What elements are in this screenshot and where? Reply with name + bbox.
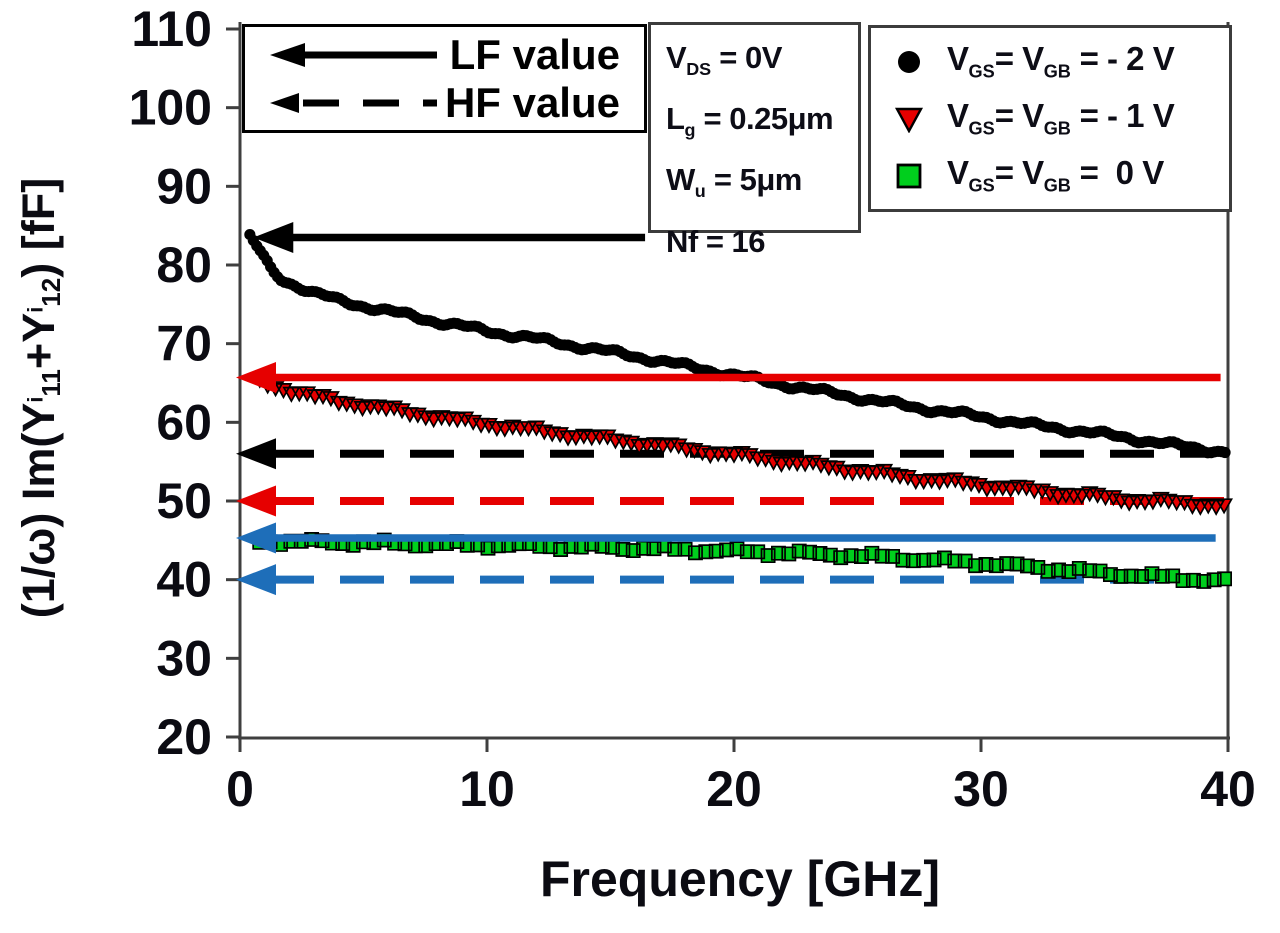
x-tick-label: 10: [459, 761, 515, 817]
x-tick-label: 0: [226, 761, 254, 817]
x-tick-label: 40: [1200, 761, 1256, 817]
device-info-box: VDS = 0V Lg = 0.25μm Wu = 5μm Nf = 16: [648, 22, 861, 259]
legend-label-minus1v: VGS= VGB = - 1 V: [947, 97, 1175, 139]
info-line-vds: VDS = 0V: [666, 40, 782, 80]
info-line-lg: Lg = 0.25μm: [666, 101, 834, 141]
hf-arrow-head: [236, 438, 276, 470]
series-1-markers: [250, 372, 1233, 516]
y-tick-label: 50: [156, 473, 212, 529]
hf-dashed-arrow-icon: [270, 93, 437, 113]
y-axis-title-text: (1/: [13, 565, 65, 619]
y-tick-label: 20: [156, 709, 212, 765]
omega-symbol: ω: [13, 527, 65, 566]
circle-marker-icon: [871, 49, 947, 75]
legend-label-0v: VGS= VGB = 0 V: [947, 154, 1164, 196]
x-tick-label: 30: [953, 761, 1009, 817]
y-tick-label: 30: [156, 630, 212, 686]
info-line-wu: Wu = 5μm: [666, 162, 802, 202]
x-tick-label: 20: [706, 761, 762, 817]
square-marker-icon: [871, 162, 947, 190]
x-axis-title: Frequency [GHz]: [540, 851, 940, 907]
series-0-markers: [244, 228, 1231, 459]
lf-arrow-head: [236, 361, 276, 393]
legend-row-minus1v: VGS= VGB = - 1 V: [871, 90, 1229, 147]
legend-row-0v: VGS= VGB = 0 V: [871, 147, 1229, 204]
y-tick-label: 90: [156, 158, 212, 214]
series-legend-box: VGS= VGB = - 2 V VGS= VGB = - 1 V VGS= V…: [868, 25, 1232, 212]
arrow-legend-box: LF value HF value: [242, 24, 647, 133]
info-line-nf: Nf = 16: [666, 223, 766, 259]
lf-arrow-head: [253, 221, 294, 253]
lf-solid-arrow-icon: [270, 43, 437, 67]
hf-legend-row: HF value: [269, 79, 620, 127]
y-tick-label: 40: [156, 552, 212, 608]
y-tick-label: 100: [129, 80, 212, 136]
y-tick-label: 80: [156, 237, 212, 293]
lf-arrow-head: [236, 522, 276, 554]
legend-row-minus2v: VGS= VGB = - 2 V: [871, 33, 1229, 90]
lf-legend-row: LF value: [269, 31, 620, 79]
y-tick-label: 60: [156, 394, 212, 450]
y-tick-label: 70: [156, 316, 212, 372]
y-tick-label: 110: [131, 1, 212, 57]
hf-value-label: HF value: [444, 79, 620, 126]
hf-arrow-head: [236, 564, 276, 596]
triangle-down-marker-icon: [871, 105, 947, 133]
legend-label-minus2v: VGS= VGB = - 2 V: [947, 40, 1175, 82]
lf-value-label: LF value: [449, 31, 620, 78]
hf-arrow-head: [236, 485, 276, 517]
